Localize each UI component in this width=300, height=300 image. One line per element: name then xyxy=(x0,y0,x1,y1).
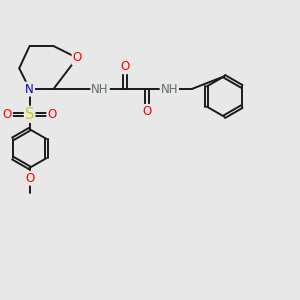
Text: NH: NH xyxy=(160,82,178,96)
Text: O: O xyxy=(120,60,129,73)
Text: O: O xyxy=(73,51,82,64)
Text: O: O xyxy=(142,105,152,118)
Text: O: O xyxy=(47,108,56,121)
Text: O: O xyxy=(25,172,34,185)
Text: N: N xyxy=(25,82,34,96)
Text: NH: NH xyxy=(91,82,109,96)
Text: O: O xyxy=(3,108,12,121)
Text: S: S xyxy=(25,107,34,122)
